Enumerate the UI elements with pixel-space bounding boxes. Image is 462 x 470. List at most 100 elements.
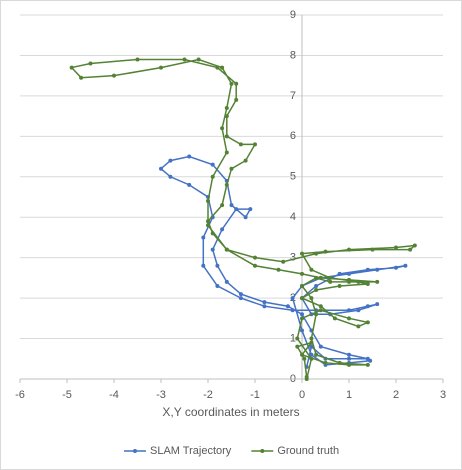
- trajectory-point: [220, 126, 225, 131]
- trajectory-point: [332, 316, 337, 321]
- trajectory-point: [300, 283, 304, 288]
- trajectory-point: [394, 245, 398, 250]
- trajectory-point: [224, 150, 229, 155]
- trajectory-point: [347, 362, 351, 367]
- trajectory-point: [168, 158, 173, 163]
- trajectory-point: [323, 360, 328, 365]
- trajectory-point: [347, 316, 351, 321]
- trajectory-point: [290, 296, 295, 301]
- trajectory-point: [210, 162, 215, 167]
- trajectory-point: [187, 182, 192, 187]
- trajectory-point: [206, 223, 210, 228]
- trajectory-point: [248, 207, 253, 212]
- trajectory-point: [238, 296, 243, 301]
- trajectory-point: [314, 275, 319, 280]
- trajectory-point: [290, 308, 295, 313]
- x-tick-label: -6: [15, 389, 25, 401]
- trajectory-point: [262, 304, 267, 309]
- trajectory-point: [276, 267, 281, 272]
- trajectory-point: [328, 275, 333, 280]
- trajectory-point: [356, 279, 361, 284]
- trajectory-point: [403, 263, 408, 268]
- trajectory-point: [201, 235, 206, 240]
- trajectory-point: [300, 296, 304, 301]
- trajectory-point: [300, 328, 304, 333]
- trajectory-point: [347, 356, 351, 361]
- trajectory-point: [314, 283, 319, 288]
- trajectory-point: [69, 65, 74, 70]
- trajectory-point: [224, 134, 229, 139]
- x-tick-label: -3: [156, 389, 166, 401]
- trajectory-point: [224, 114, 229, 119]
- trajectory-point: [206, 199, 210, 204]
- trajectory-point: [234, 81, 239, 86]
- trajectory-point: [182, 57, 187, 62]
- trajectory-point: [135, 57, 140, 62]
- trajectory-point: [300, 271, 304, 276]
- trajectory-point: [300, 316, 304, 321]
- trajectory-point: [347, 277, 351, 282]
- trajectory-point: [210, 247, 215, 252]
- trajectory-point: [159, 166, 163, 171]
- trajectory-point: [309, 340, 314, 345]
- trajectory-point: [238, 142, 243, 147]
- trajectory-point: [210, 174, 215, 179]
- trajectory-point: [300, 251, 304, 256]
- x-tick-label: -2: [203, 389, 213, 401]
- trajectory-point: [370, 247, 375, 252]
- trajectory-point: [309, 336, 314, 341]
- x-axis-title: X,Y coordinates in meters: [162, 405, 299, 419]
- trajectory-point: [309, 267, 314, 272]
- trajectory-point: [318, 308, 323, 313]
- trajectory-point: [187, 154, 192, 159]
- y-tick-label: 9: [290, 9, 296, 21]
- trajectory-point: [224, 182, 229, 187]
- trajectory-point: [79, 75, 84, 80]
- trajectory-line: [159, 155, 406, 368]
- trajectory-point: [224, 247, 229, 252]
- y-tick-label: 6: [290, 130, 296, 142]
- trajectory-point: [375, 267, 380, 272]
- trajectory-point: [243, 158, 248, 163]
- trajectory-point: [314, 352, 319, 357]
- trajectory-point: [302, 356, 307, 361]
- trajectory-point: [318, 275, 323, 280]
- trajectory-point: [229, 203, 234, 208]
- trajectory-point: [309, 352, 314, 357]
- trajectory-point: [253, 142, 257, 147]
- trajectory-point: [229, 81, 234, 86]
- trajectory-point: [347, 271, 351, 276]
- trajectory-point: [295, 344, 300, 349]
- trajectory-point: [285, 304, 290, 309]
- y-tick-label: 7: [290, 90, 296, 102]
- trajectory-point: [210, 231, 215, 236]
- trajectory-point: [365, 281, 370, 286]
- trajectory-point: [224, 279, 229, 284]
- trajectory-point: [234, 97, 239, 102]
- trajectory-point: [314, 312, 319, 317]
- trajectory-point: [215, 65, 220, 70]
- trajectory-point: [159, 65, 163, 70]
- trajectory-point: [337, 360, 342, 365]
- trajectory-point: [229, 166, 234, 171]
- x-tick-label: -1: [250, 389, 260, 401]
- x-tick-label: 1: [346, 389, 352, 401]
- trajectory-point: [365, 320, 370, 325]
- trajectory-point: [314, 251, 319, 256]
- x-tick-label: -5: [62, 389, 72, 401]
- trajectory-point: [323, 249, 328, 254]
- trajectory-point: [112, 73, 116, 78]
- y-tick-label: 8: [290, 49, 296, 61]
- trajectory-point: [300, 312, 304, 317]
- trajectory-point: [262, 300, 267, 305]
- trajectory-point: [408, 247, 413, 252]
- trajectory-point: [318, 304, 323, 309]
- trajectory-point: [238, 292, 243, 297]
- trajectory-point: [394, 265, 398, 270]
- trajectory-point: [220, 227, 225, 232]
- trajectory-point: [253, 263, 257, 268]
- trajectory-point: [168, 174, 173, 179]
- x-tick-label: 2: [393, 389, 399, 401]
- trajectory-point: [224, 106, 229, 111]
